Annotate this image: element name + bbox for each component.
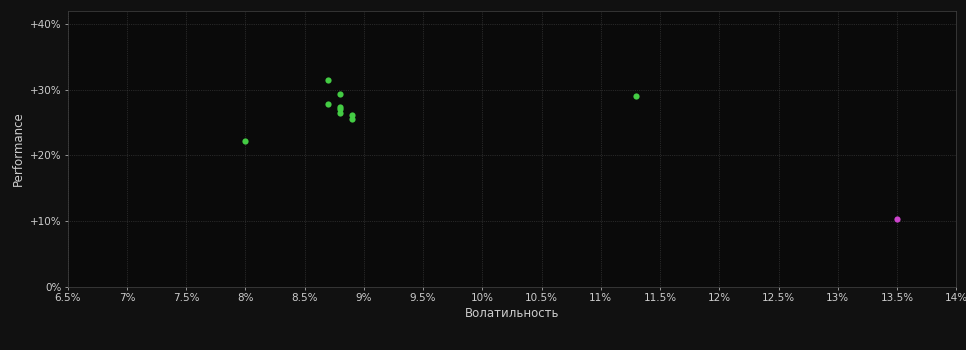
X-axis label: Волатильность: Волатильность (465, 307, 559, 320)
Point (321, 101, 336, 107)
Point (332, 91, 348, 97)
Point (332, 104, 348, 110)
Point (332, 110, 348, 116)
Point (344, 116, 359, 122)
Point (629, 93, 644, 99)
Point (238, 138, 253, 144)
Point (332, 106, 348, 112)
Y-axis label: Performance: Performance (12, 111, 25, 186)
Point (321, 77, 336, 83)
Point (344, 112, 359, 118)
Point (890, 216, 905, 222)
